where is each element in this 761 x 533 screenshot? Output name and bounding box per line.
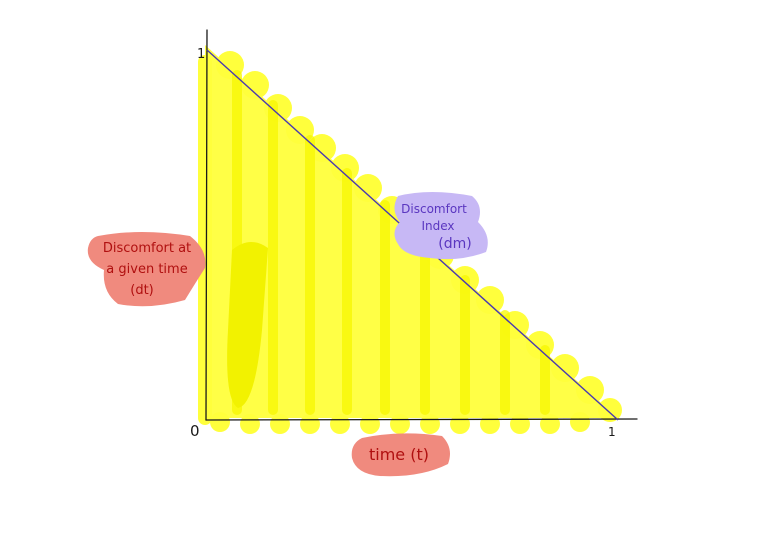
diagonal-bubble-line-2: Index [421, 219, 454, 233]
left-bubble-line-3: (dt) [130, 283, 154, 298]
diagonal-bubble-line-1: Discomfort [401, 202, 467, 216]
left-bubble-line-1: Discomfort at [103, 241, 191, 256]
bubble-left-bg [87, 232, 206, 307]
marker-blob [227, 241, 268, 408]
bubble-discomfort-at-time: Discomfort at a given time (dt) [87, 232, 206, 307]
left-bubble-line-2: a given time [106, 262, 187, 277]
x-axis-label: time (t) [369, 445, 429, 464]
axes [205, 29, 638, 421]
x-axis [205, 418, 638, 421]
y-tick-1: 1 [197, 47, 205, 62]
y-axis [205, 29, 208, 421]
bubble-time-bg [351, 433, 450, 477]
bubble-time: time (t) [351, 433, 450, 477]
bubble-discomfort-index: Discomfort Index (dm) [394, 192, 488, 260]
diagonal-bubble-line-3: (dm) [438, 236, 471, 252]
bubble-diagonal-bg [394, 192, 488, 260]
origin-tick-0: 0 [190, 422, 200, 440]
marker-left-edge [198, 55, 212, 425]
x-tick-1: 1 [608, 425, 616, 439]
marker-streaks [232, 70, 550, 415]
